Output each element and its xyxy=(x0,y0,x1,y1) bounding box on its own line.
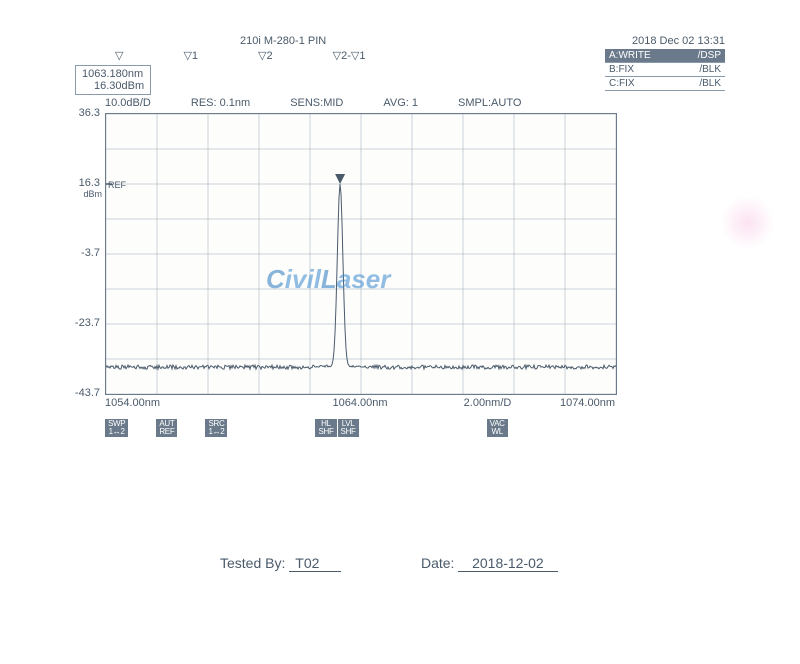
trace-b-row: B:FIX /BLK xyxy=(605,63,725,77)
marker-diff: ▽2-▽1 xyxy=(333,49,366,62)
ref-label: REF xyxy=(108,180,126,190)
date-label: Date: xyxy=(421,555,454,571)
setting-ydiv: 10.0dB/D xyxy=(105,97,151,109)
y-axis-labels: 36.316.3-3.7-23.7-43.7 xyxy=(60,113,102,393)
date-value: 2018-12-02 xyxy=(458,555,557,572)
trace-c-row: C:FIX /BLK xyxy=(605,77,725,91)
btn-swp[interactable]: SWP1↔2 xyxy=(105,419,128,437)
y-tick-label: -3.7 xyxy=(81,247,100,259)
marker-1: ▽1 xyxy=(183,49,198,62)
setting-smpl: SMPL:AUTO xyxy=(458,97,521,109)
x-tick-label: 1054.00nm xyxy=(105,397,160,409)
trace-status-box: A:WRITE /DSP B:FIX /BLK C:FIX /BLK xyxy=(605,49,725,91)
footer: Tested By: T02 Date: 2018-12-02 xyxy=(220,555,558,571)
trace-a-row: A:WRITE /DSP xyxy=(605,49,725,63)
btn-lvl[interactable]: LVLSHF xyxy=(338,419,359,437)
btn-src[interactable]: SRC1↔2 xyxy=(205,419,227,437)
y-tick-label: -43.7 xyxy=(75,387,100,399)
trace-b-mode: /BLK xyxy=(699,64,721,75)
setting-res: RES: 0.1nm xyxy=(191,97,250,109)
tested-by-label: Tested By: xyxy=(220,555,285,571)
marker-2: ▽2 xyxy=(258,49,273,62)
ref-unit: dBm xyxy=(60,189,102,199)
y-tick-label: -23.7 xyxy=(75,317,100,329)
trace-c-mode: /BLK xyxy=(699,78,721,89)
device-label: 210i M-280-1 PIN xyxy=(240,35,326,47)
btn-hl[interactable]: HLSHF xyxy=(315,419,336,437)
y-tick-label: 16.3 xyxy=(79,177,100,189)
setting-avg: AVG: 1 xyxy=(383,97,418,109)
scan-artifact xyxy=(720,195,775,250)
trace-b-label: B:FIX xyxy=(609,64,634,75)
timestamp: 2018 Dec 02 13:31 xyxy=(632,35,725,47)
spectrum-plot: CivilLaser REF xyxy=(105,113,617,395)
marker-down: ▽ xyxy=(115,49,123,62)
readout-power: 16.30dBm xyxy=(82,80,144,92)
x-div-label: 2.00nm/D xyxy=(464,397,512,409)
x-axis-labels: 1054.00nm 1064.00nm 1074.00nm 2.00nm/D xyxy=(105,395,615,413)
trace-c-label: C:FIX xyxy=(609,78,635,89)
softkey-row: SWP1↔2 AUTREF SRC1↔2 HLSHF LVLSHF VACWL xyxy=(105,419,725,437)
setting-sens: SENS:MID xyxy=(290,97,343,109)
plot-svg xyxy=(106,114,616,394)
btn-aut[interactable]: AUTREF xyxy=(156,419,177,437)
trace-a-label: A:WRITE xyxy=(609,50,651,61)
tested-by-value: T02 xyxy=(289,555,341,572)
y-tick-label: 36.3 xyxy=(79,107,100,119)
readout-wavelength: 1063.180nm xyxy=(82,68,144,80)
btn-vac[interactable]: VACWL xyxy=(487,419,508,437)
x-tick-label: 1074.00nm xyxy=(560,397,615,409)
trace-a-mode: /DSP xyxy=(698,50,721,61)
x-tick-label: 1064.00nm xyxy=(332,397,387,409)
